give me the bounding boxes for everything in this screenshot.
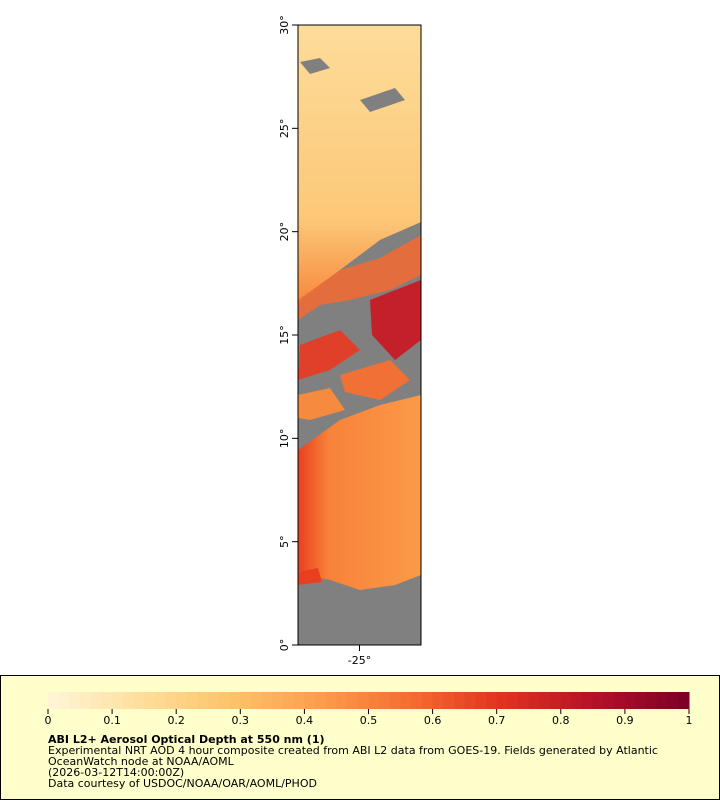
legend-line: Experimental NRT AOD 4 hour composite cr… [48, 744, 658, 757]
colorbar-swatch [229, 692, 241, 709]
colorbar-swatch [90, 692, 102, 709]
colorbar-swatch [656, 692, 669, 709]
legend-line: (2026-03-12T14:00:00Z) [48, 766, 184, 779]
colorbar-tick-label: 1 [686, 714, 693, 727]
aerosol-field [298, 330, 360, 380]
colorbar-swatch [496, 692, 508, 709]
colorbar-tick-label: 0.9 [616, 714, 634, 727]
colorbar-swatch [58, 692, 70, 709]
colorbar-swatch [186, 692, 199, 709]
colorbar-swatch [144, 692, 156, 709]
colorbar-swatch [379, 692, 391, 709]
colorbar-swatch [240, 692, 252, 709]
colorbar-swatch [80, 692, 92, 709]
colorbar-swatch [432, 692, 444, 709]
colorbar-swatch [646, 692, 658, 709]
legend-line: Data courtesy of USDOC/NOAA/OAR/AOML/PHO… [48, 777, 317, 790]
colorbar-swatch [518, 692, 530, 709]
lat-tick-label: 25° [278, 119, 291, 139]
colorbar-swatch [453, 692, 466, 709]
colorbar-swatch [528, 692, 540, 709]
colorbar-swatch [357, 692, 369, 709]
colorbar-swatch [464, 692, 476, 709]
lat-tick-label: 15° [278, 325, 291, 345]
colorbar-swatch [48, 692, 60, 709]
colorbar-swatch [347, 692, 359, 709]
colorbar-swatch [122, 692, 134, 709]
colorbar-swatch [603, 692, 615, 709]
map [298, 25, 421, 645]
colorbar-swatch [582, 692, 594, 709]
colorbar-swatch [69, 692, 81, 709]
colorbar-tick-label: 0.2 [167, 714, 185, 727]
colorbar-swatch [304, 692, 316, 709]
lat-tick-label: 5° [278, 535, 291, 548]
colorbar-tick-label: 0.3 [232, 714, 250, 727]
colorbar-swatch [560, 692, 572, 709]
colorbar-swatch [283, 692, 295, 709]
legend-line: OceanWatch node at NOAA/AOML [48, 755, 235, 768]
aerosol-field [370, 280, 421, 360]
colorbar-swatch [325, 692, 337, 709]
no-data-patch [360, 88, 405, 112]
colorbar-swatch [550, 692, 562, 709]
lon-tick-label: -25° [348, 654, 371, 667]
colorbar-tick-label: 0.5 [360, 714, 378, 727]
legend-title: ABI L2+ Aerosol Optical Depth at 550 nm … [48, 733, 325, 746]
colorbar-swatch [272, 692, 284, 709]
colorbar-swatch [197, 692, 209, 709]
aerosol-field [298, 388, 345, 420]
colorbar-swatch [475, 692, 487, 709]
colorbar-swatch [443, 692, 455, 709]
colorbar-tick-label: 0.1 [103, 714, 121, 727]
colorbar-tick-label: 0.6 [424, 714, 442, 727]
colorbar-swatch [486, 692, 498, 709]
colorbar-swatch [293, 692, 305, 709]
colorbar-swatch [571, 692, 583, 709]
colorbar-swatch [315, 692, 327, 709]
lat-tick-label: 20° [278, 222, 291, 242]
lat-tick-label: 30° [278, 15, 291, 35]
map-axes: 0° 5° 10° 15° 20° 25° 30° -25° [278, 15, 371, 667]
colorbar-swatch [368, 692, 380, 709]
colorbar-swatch [635, 692, 647, 709]
colorbar-swatch [678, 692, 690, 709]
aerosol-field [298, 235, 421, 320]
no-data-patch [300, 58, 330, 74]
lat-tick-label: 0° [278, 639, 291, 652]
colorbar-swatch [250, 692, 263, 709]
colorbar-swatch [421, 692, 434, 709]
colorbar-swatch [176, 692, 188, 709]
colorbar-tick-label: 0.4 [296, 714, 314, 727]
lat-tick-label: 10° [278, 429, 291, 449]
aerosol-field [340, 360, 410, 400]
colorbar-tick-label: 0.8 [552, 714, 570, 727]
colorbar-swatch [614, 692, 626, 709]
colorbar-swatch [539, 692, 551, 709]
colorbar-swatch [389, 692, 402, 709]
colorbar-swatch [154, 692, 167, 709]
colorbar-swatch [624, 692, 637, 709]
colorbar-swatch [133, 692, 145, 709]
colorbar-tick-label: 0.7 [488, 714, 506, 727]
colorbar-swatch [261, 692, 273, 709]
colorbar-swatch [400, 692, 412, 709]
colorbar-tick-label: 0 [45, 714, 52, 727]
colorbar-swatch [592, 692, 605, 709]
aerosol-field [298, 568, 322, 585]
colorbar-swatch [667, 692, 679, 709]
colorbar-swatch [507, 692, 519, 709]
colorbar-swatch [218, 692, 231, 709]
colorbar-swatch [112, 692, 124, 709]
colorbar-swatch [208, 692, 220, 709]
colorbar-swatch [165, 692, 177, 709]
colorbar: 0 0.1 0.2 0.3 0.4 0.5 0.6 0.7 0.8 0.9 1 [45, 692, 693, 727]
aerosol-field [298, 395, 421, 590]
colorbar-swatch [411, 692, 423, 709]
colorbar-swatch [101, 692, 113, 709]
colorbar-swatch [336, 692, 348, 709]
